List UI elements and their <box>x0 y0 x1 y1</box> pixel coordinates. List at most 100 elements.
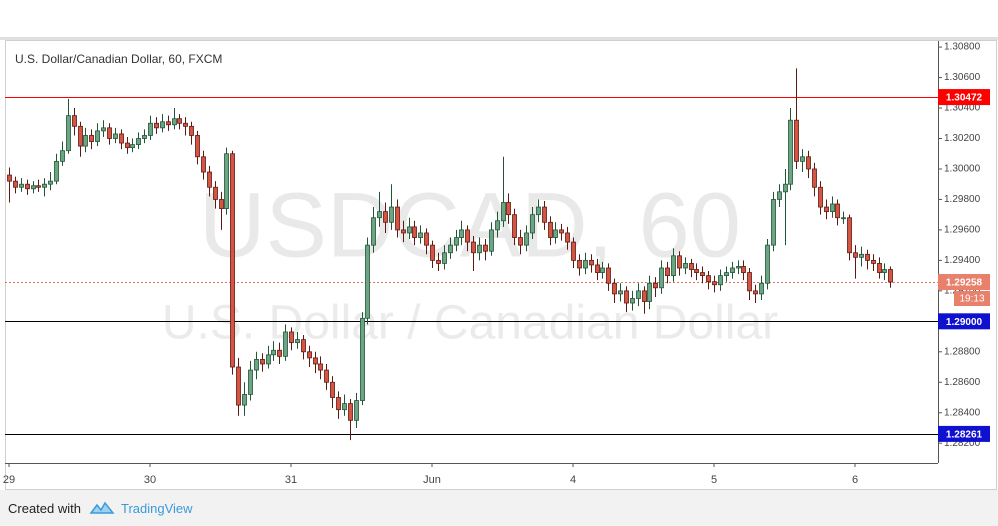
x-tick-label: 31 <box>285 474 297 486</box>
candle-body <box>700 272 705 277</box>
candle-body <box>530 214 535 234</box>
candle-body <box>536 206 541 216</box>
candle-body <box>477 244 482 254</box>
candle-body <box>771 199 776 246</box>
chart-title: U.S. Dollar/Canadian Dollar, 60, FXCM <box>15 52 222 66</box>
candle-body <box>548 221 553 238</box>
candle-body <box>295 339 300 344</box>
plot-area <box>5 68 938 441</box>
candle-body <box>718 275 723 286</box>
candle-body <box>642 290 647 302</box>
candle-body <box>501 202 506 222</box>
y-tick-label: 1.29800 <box>944 194 981 205</box>
candle-body <box>830 203 835 213</box>
candle-body <box>113 133 118 139</box>
candle-body <box>224 153 229 209</box>
candle-body <box>154 122 159 129</box>
y-tick-label: 1.30200 <box>944 133 981 144</box>
x-tick-label: 29 <box>3 474 15 486</box>
candle-body <box>777 191 782 200</box>
x-tick-label: 6 <box>852 474 858 486</box>
candle-body <box>201 156 206 173</box>
candle-body <box>219 199 224 209</box>
candle-body <box>254 359 259 371</box>
candle-body <box>130 144 135 149</box>
candle-body <box>125 142 130 149</box>
candle-body <box>342 403 347 411</box>
chart: USDCAD, 60 U.S. Dollar / Canadian Dollar… <box>0 0 998 490</box>
candle-body <box>859 253 864 258</box>
candle-body <box>459 229 464 238</box>
candle-body <box>183 122 188 127</box>
candle-body <box>653 282 658 289</box>
candle-body <box>659 267 664 289</box>
y-tick-label: 1.29200 <box>944 285 981 296</box>
candle-body <box>612 282 617 295</box>
pane-border <box>5 40 997 490</box>
candle-body <box>442 252 447 264</box>
candle-body <box>871 259 876 264</box>
candle-body <box>841 217 846 220</box>
candle-body <box>48 180 53 185</box>
candle-body <box>271 349 276 356</box>
candle-body <box>865 253 870 261</box>
candle-body <box>424 232 429 246</box>
level-label: 1.29000 <box>946 317 983 328</box>
y-tick-label: 1.28800 <box>944 346 981 357</box>
level-label: 1.29258 <box>946 278 983 289</box>
candle-body <box>260 359 265 365</box>
y-tick-label: 1.29400 <box>944 255 981 266</box>
candle-body <box>412 226 417 238</box>
candle-body <box>107 127 112 139</box>
candle-body <box>72 115 77 127</box>
candle-body <box>606 267 611 284</box>
logo[interactable] <box>89 500 115 516</box>
candle-body <box>383 211 388 223</box>
candle-body <box>136 138 141 145</box>
candle-body <box>636 290 641 299</box>
y-tick-label: 1.30600 <box>944 72 981 83</box>
candle-body <box>142 135 147 139</box>
candle-body <box>25 183 30 190</box>
candle-body <box>724 272 729 277</box>
candle-body <box>354 400 359 421</box>
candle-body <box>524 232 529 246</box>
level-label-box <box>938 89 990 106</box>
candle-body <box>824 206 829 213</box>
candle-body <box>377 211 382 219</box>
footer-text: Created with <box>8 500 81 516</box>
brand-link[interactable]: TradingView <box>120 500 193 516</box>
candle-body <box>694 269 699 273</box>
candle-body <box>19 183 24 188</box>
candle-body <box>518 237 523 246</box>
candle-body <box>583 259 588 269</box>
candle-body <box>454 237 459 246</box>
level-label-box <box>938 274 990 291</box>
candle-body <box>318 363 323 371</box>
candle-body <box>747 272 752 292</box>
candle-body <box>189 125 194 136</box>
candle-body <box>589 259 594 266</box>
candle-body <box>430 244 435 261</box>
toolbar <box>0 0 998 38</box>
candle-body <box>671 255 676 277</box>
y-tick-label: 1.30400 <box>944 103 981 114</box>
candle-body <box>207 171 212 188</box>
candle-body <box>407 226 412 234</box>
candle-body <box>853 252 858 258</box>
candle-body <box>95 130 100 142</box>
candle-body <box>812 168 817 188</box>
candle-body <box>759 282 764 295</box>
candle-body <box>600 267 605 273</box>
candle-body <box>553 229 558 238</box>
candle-body <box>483 244 488 252</box>
level-label: 1.28261 <box>946 430 983 441</box>
watermark: USDCAD, 60 <box>199 174 741 276</box>
candle-body <box>101 127 106 132</box>
candle-body <box>788 119 793 185</box>
candle-body <box>307 351 312 359</box>
candle-body <box>794 119 799 162</box>
candle-body <box>783 183 788 193</box>
candle-body <box>336 397 341 411</box>
candle-body <box>689 263 694 270</box>
